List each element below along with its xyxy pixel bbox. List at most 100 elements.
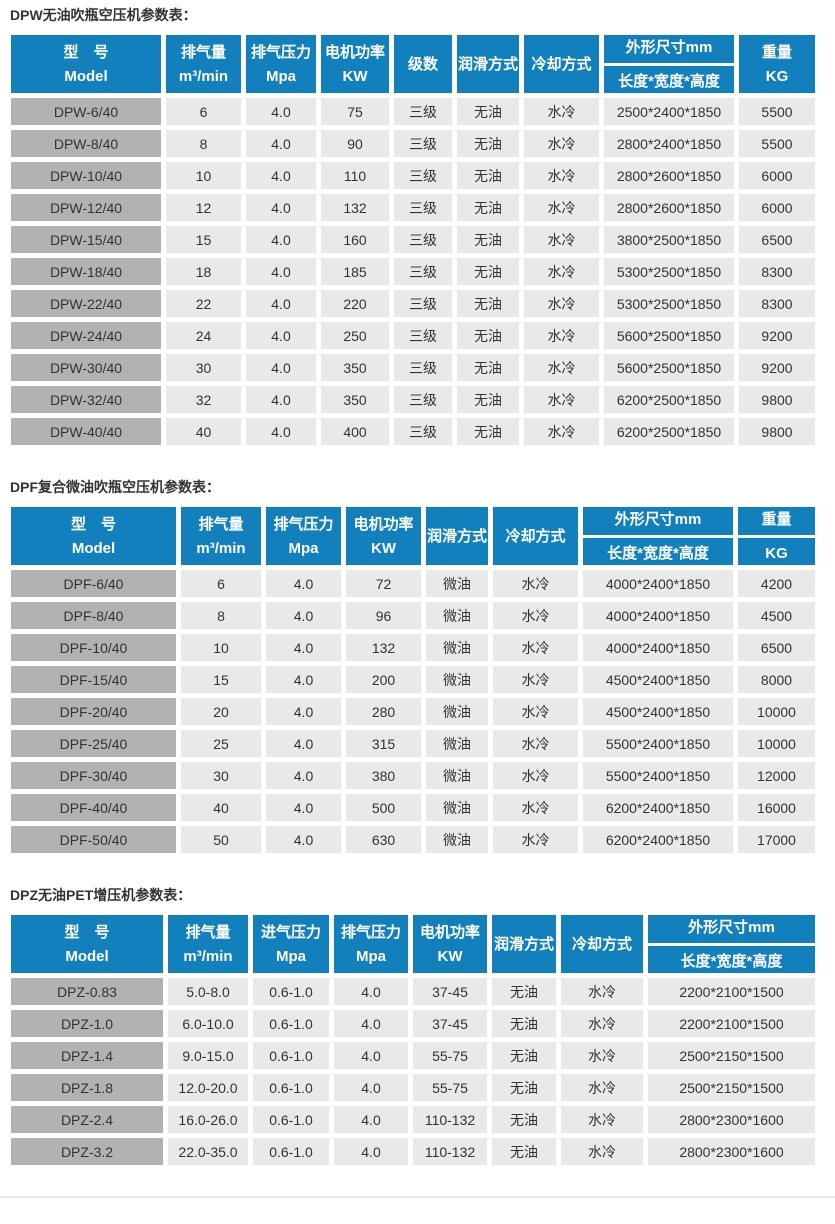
data-cell-dimensions: 2200*2100*1500	[648, 1010, 815, 1037]
data-cell-dimensions: 2800*2600*1850	[604, 194, 734, 221]
data-cell-dimensions: 6200*2500*1850	[604, 386, 734, 413]
data-cell-weight: 9800	[739, 418, 815, 445]
header-cell-lubrication: 润滑方式	[426, 507, 488, 565]
table-row: DPF-30/40 30 4.0 380 微油 水冷 5500*2400*1850 12000	[11, 762, 815, 789]
data-cell-stages: 三级	[394, 194, 452, 221]
data-cell-exhaust-pressure: 4.0	[266, 634, 341, 661]
data-cell-cooling: 水冷	[524, 386, 599, 413]
header-cell-displacement: 排气量 m³/min	[166, 35, 241, 93]
header-divider	[583, 534, 733, 538]
model-cell: DPF-8/40	[11, 602, 176, 629]
data-cell-stages: 三级	[394, 418, 452, 445]
data-cell-exhaust-pressure: 4.0	[246, 354, 316, 381]
data-cell-dimensions: 2800*2300*1600	[648, 1138, 815, 1165]
model-cell: DPW-18/40	[11, 258, 161, 285]
model-cell: DPW-30/40	[11, 354, 161, 381]
data-cell-intake-pressure: 0.6-1.0	[253, 1010, 329, 1037]
table-row: DPW-40/40 40 4.0 400 三级 无油 水冷 6200*2500*1850 980…	[11, 418, 815, 445]
data-cell-displacement: 8	[181, 602, 261, 629]
data-cell-stages: 三级	[394, 130, 452, 157]
data-cell-lubrication: 无油	[457, 386, 519, 413]
table-row: DPW-22/40 22 4.0 220 三级 无油 水冷 5300*2500*1850 830…	[11, 290, 815, 317]
data-cell-displacement: 25	[181, 730, 261, 757]
data-cell-weight: 9200	[739, 354, 815, 381]
header-cell-exhaust-pressure: 排气压力 Mpa	[334, 915, 408, 973]
data-cell-dimensions: 5500*2400*1850	[583, 762, 733, 789]
data-cell-lubrication: 微油	[426, 634, 488, 661]
data-cell-displacement: 10	[166, 162, 241, 189]
spec-table-dpf: 型 号 Model 排气量 m³/min 排气压力 Mpa 电机功率 KW 润滑方式 冷却方式 外形…	[6, 502, 820, 858]
data-cell-motor-power: 280	[346, 698, 421, 725]
table-row: DPW-15/40 15 4.0 160 三级 无油 水冷 3800*2500*1850 650…	[11, 226, 815, 253]
data-cell-displacement: 6	[181, 570, 261, 597]
data-cell-lubrication: 无油	[492, 1074, 556, 1101]
table-row: DPF-25/40 25 4.0 315 微油 水冷 5500*2400*1850 10000	[11, 730, 815, 757]
data-cell-cooling: 水冷	[493, 794, 578, 821]
data-cell-exhaust-pressure: 4.0	[334, 1074, 408, 1101]
data-cell-motor-power: 160	[321, 226, 389, 253]
data-cell-displacement: 18	[166, 258, 241, 285]
data-cell-stages: 三级	[394, 162, 452, 189]
data-cell-stages: 三级	[394, 354, 452, 381]
header-cell-cooling: 冷却方式	[561, 915, 643, 973]
data-cell-weight: 16000	[738, 794, 815, 821]
header-cell-model: 型 号 Model	[11, 915, 163, 973]
table-row: DPF-15/40 15 4.0 200 微油 水冷 4500*2400*1850 8000	[11, 666, 815, 693]
data-cell-exhaust-pressure: 4.0	[246, 386, 316, 413]
header-cell-dimensions: 外形尺寸mm 长度*宽度*高度	[648, 915, 815, 973]
data-cell-displacement: 30	[166, 354, 241, 381]
table-row: DPF-50/40 50 4.0 630 微油 水冷 6200*2400*1850 17000	[11, 826, 815, 853]
header-cell-motor-power: 电机功率 KW	[321, 35, 389, 93]
data-cell-lubrication: 无油	[457, 194, 519, 221]
data-cell-motor-power: 110	[321, 162, 389, 189]
header-cell-weight: 重量 KG	[739, 35, 815, 93]
data-cell-lubrication: 无油	[457, 162, 519, 189]
data-cell-weight: 6000	[739, 162, 815, 189]
data-cell-weight: 4200	[738, 570, 815, 597]
data-cell-dimensions: 4000*2400*1850	[583, 570, 733, 597]
data-cell-weight: 6000	[739, 194, 815, 221]
data-cell-dimensions: 4000*2400*1850	[583, 634, 733, 661]
data-cell-motor-power: 350	[321, 386, 389, 413]
data-cell-displacement: 10	[181, 634, 261, 661]
data-cell-weight: 9200	[739, 322, 815, 349]
table-row: DPF-8/40 8 4.0 96 微油 水冷 4000*2400*1850 4500	[11, 602, 815, 629]
header-cell-exhaust-pressure: 排气压力 Mpa	[246, 35, 316, 93]
data-cell-cooling: 水冷	[493, 602, 578, 629]
data-cell-dimensions: 4000*2400*1850	[583, 602, 733, 629]
bottom-divider	[0, 1196, 835, 1198]
data-cell-motor-power: 200	[346, 666, 421, 693]
data-cell-dimensions: 2500*2400*1850	[604, 98, 734, 125]
data-cell-weight: 5500	[739, 98, 815, 125]
header-divider	[738, 534, 815, 538]
data-cell-cooling: 水冷	[524, 162, 599, 189]
header-cell-motor-power: 电机功率 KW	[346, 507, 421, 565]
model-cell: DPW-10/40	[11, 162, 161, 189]
model-cell: DPZ-2.4	[11, 1106, 163, 1133]
data-cell-cooling: 水冷	[561, 1010, 643, 1037]
table-row: DPW-12/40 12 4.0 132 三级 无油 水冷 2800*2600*1850 600…	[11, 194, 815, 221]
table-row: DPW-30/40 30 4.0 350 三级 无油 水冷 5600*2500*1850 920…	[11, 354, 815, 381]
table-row: DPZ-1.0 6.0-10.0 0.6-1.0 4.0 37-45 无油 水冷 2200*2…	[11, 1010, 815, 1037]
data-cell-dimensions: 2800*2300*1600	[648, 1106, 815, 1133]
data-cell-cooling: 水冷	[524, 130, 599, 157]
data-cell-cooling: 水冷	[524, 322, 599, 349]
data-cell-lubrication: 微油	[426, 794, 488, 821]
header-cell-cooling: 冷却方式	[493, 507, 578, 565]
data-cell-exhaust-pressure: 4.0	[266, 698, 341, 725]
header-cell-exhaust-pressure: 排气压力 Mpa	[266, 507, 341, 565]
data-cell-motor-power: 185	[321, 258, 389, 285]
data-cell-exhaust-pressure: 4.0	[334, 1010, 408, 1037]
header-cell-displacement: 排气量 m³/min	[181, 507, 261, 565]
data-cell-dimensions: 5600*2500*1850	[604, 354, 734, 381]
data-cell-displacement: 6	[166, 98, 241, 125]
data-cell-lubrication: 微油	[426, 826, 488, 853]
data-cell-lubrication: 微油	[426, 666, 488, 693]
model-cell: DPF-15/40	[11, 666, 176, 693]
data-cell-lubrication: 无油	[492, 978, 556, 1005]
data-cell-cooling: 水冷	[524, 194, 599, 221]
data-cell-weight: 9800	[739, 386, 815, 413]
header-cell-dimensions: 外形尺寸mm 长度*宽度*高度	[583, 507, 733, 565]
data-cell-intake-pressure: 0.6-1.0	[253, 1106, 329, 1133]
model-cell: DPZ-1.0	[11, 1010, 163, 1037]
